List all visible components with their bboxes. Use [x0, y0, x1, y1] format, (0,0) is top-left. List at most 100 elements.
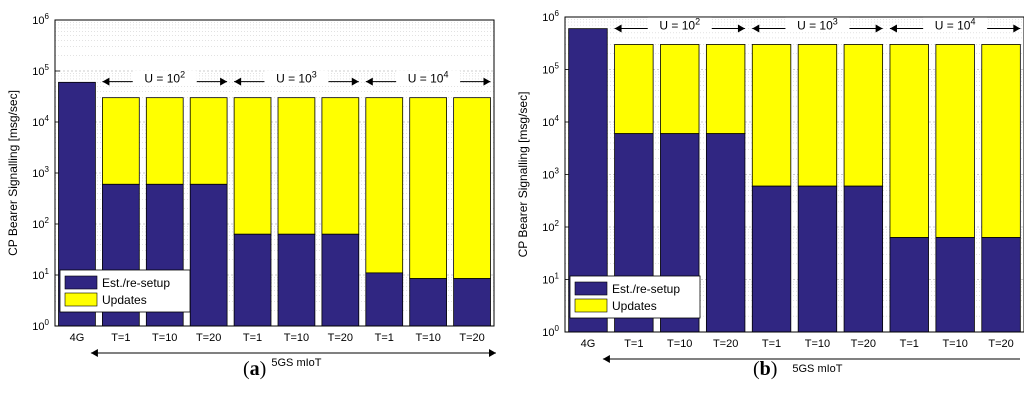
x-tick-label: T=20	[988, 338, 1013, 350]
bar-est-resetup	[277, 233, 316, 327]
arrow-head	[365, 77, 373, 86]
y-tick-label: 106	[542, 9, 559, 24]
group-label: U = 103	[276, 70, 317, 86]
x-tick-label: T=20	[196, 332, 221, 344]
x-tick-label: T=10	[805, 338, 830, 350]
y-tick-label: 103	[542, 167, 559, 182]
x-tick-label: T=1	[900, 338, 919, 350]
x-tick-label: 4G	[70, 332, 85, 344]
arrow-head	[602, 355, 610, 363]
bar-updates	[660, 44, 700, 135]
bar-est-resetup	[453, 278, 491, 327]
bar-est-resetup	[889, 237, 929, 333]
arrow-head	[875, 24, 883, 33]
bar-updates	[889, 44, 929, 238]
bar-updates	[751, 44, 792, 187]
x-tick-label: T=10	[152, 332, 177, 344]
bar-est-resetup	[321, 233, 360, 327]
x-tick-label: T=1	[375, 332, 394, 344]
panel-label-b: (b)	[753, 358, 778, 380]
x-tick-label: T=10	[667, 338, 692, 350]
group-label-bg	[396, 70, 461, 85]
bar-est-resetup	[935, 237, 975, 333]
arrow-head	[102, 77, 110, 86]
bar-updates	[277, 97, 316, 235]
legend-swatch	[64, 292, 98, 307]
legend-swatch	[574, 281, 608, 296]
bar-est-resetup	[189, 183, 228, 327]
group-label: U = 104	[935, 16, 976, 32]
y-tick-label: 106	[32, 12, 49, 27]
y-axis-label: CP Bearer Signalling [msg/sec]	[6, 90, 20, 256]
bar-updates	[981, 44, 1021, 238]
bar-updates	[935, 44, 975, 238]
legend-swatch	[574, 298, 608, 313]
x-tick-label: T=1	[243, 332, 262, 344]
bar-est-resetup	[365, 272, 404, 327]
y-axis-label: CP Bearer Signalling [msg/sec]	[516, 92, 530, 258]
bar-updates	[797, 44, 838, 187]
bar-updates	[233, 97, 272, 235]
bar-est-resetup	[981, 237, 1021, 333]
group-label: U = 103	[797, 16, 838, 32]
group-label-bg	[264, 70, 329, 85]
arrow-head	[90, 349, 98, 357]
legend-swatch	[64, 275, 98, 290]
arrow-head	[483, 77, 491, 86]
bar-updates	[453, 97, 491, 279]
y-tick-label: 101	[32, 267, 49, 282]
arrow-head	[752, 24, 760, 33]
panel-label-a: (a)	[243, 358, 267, 380]
axes-box	[564, 16, 1024, 333]
group-label: U = 102	[659, 16, 700, 32]
bar-updates	[843, 44, 884, 187]
x-tick-label: T=20	[713, 338, 738, 350]
y-tick-label: 100	[32, 318, 49, 333]
group-label: U = 104	[408, 70, 449, 86]
y-tick-label: 100	[542, 324, 559, 339]
x-tick-label: T=1	[624, 338, 643, 350]
bar-est-resetup	[705, 133, 746, 333]
y-tick-label: 103	[32, 165, 49, 180]
group-label-bg	[647, 17, 712, 32]
bar-est-resetup	[751, 185, 792, 333]
bar-updates	[189, 97, 228, 185]
chart-panel-b: 100 101 102 103 104 105 106 4G T=1 T=10 T=20 T=1 T=1…	[516, 9, 1024, 375]
group-label-bg	[785, 17, 850, 32]
y-tick-label: 105	[542, 62, 559, 77]
arrow-head	[1013, 24, 1021, 33]
bar-updates	[365, 97, 404, 274]
legend-label: Est./re-setup	[612, 282, 680, 296]
arrow-head	[737, 24, 745, 33]
group-label-bg	[923, 17, 988, 32]
x-tick-label: T=1	[111, 332, 130, 344]
x-tick-label: T=20	[328, 332, 353, 344]
y-tick-label: 102	[542, 219, 559, 234]
bar-updates	[102, 97, 140, 185]
y-tick-label: 104	[32, 114, 49, 129]
x-tick-label: T=10	[415, 332, 440, 344]
x-tick-label: T=20	[459, 332, 484, 344]
x-tick-label: T=10	[942, 338, 967, 350]
axes-box	[54, 19, 495, 327]
legend-label: Updates	[102, 293, 147, 307]
y-tick-label: 102	[32, 216, 49, 231]
bar-est-resetup	[409, 278, 447, 327]
bar-est-resetup	[797, 185, 838, 333]
group-label-bg	[132, 70, 197, 85]
bar-updates	[321, 97, 360, 235]
x-tick-label: T=20	[851, 338, 876, 350]
x-axis-label: 5GS mIoT	[271, 357, 321, 369]
bar-updates	[409, 97, 447, 279]
legend-label: Est./re-setup	[102, 276, 170, 290]
arrow-head	[489, 349, 496, 357]
chart-panel-a: 100 101 102 103 104 105 106 4G T=1 T=10 T=20 T=1 T=1…	[6, 12, 496, 369]
bar-est-resetup	[233, 233, 272, 327]
bar-updates	[705, 44, 746, 135]
x-axis-label: 5GS mIoT	[792, 363, 842, 375]
x-tick-label: T=10	[284, 332, 309, 344]
arrow-head	[351, 77, 359, 86]
x-tick-label: 4G	[581, 338, 596, 350]
bar-updates	[614, 44, 654, 135]
